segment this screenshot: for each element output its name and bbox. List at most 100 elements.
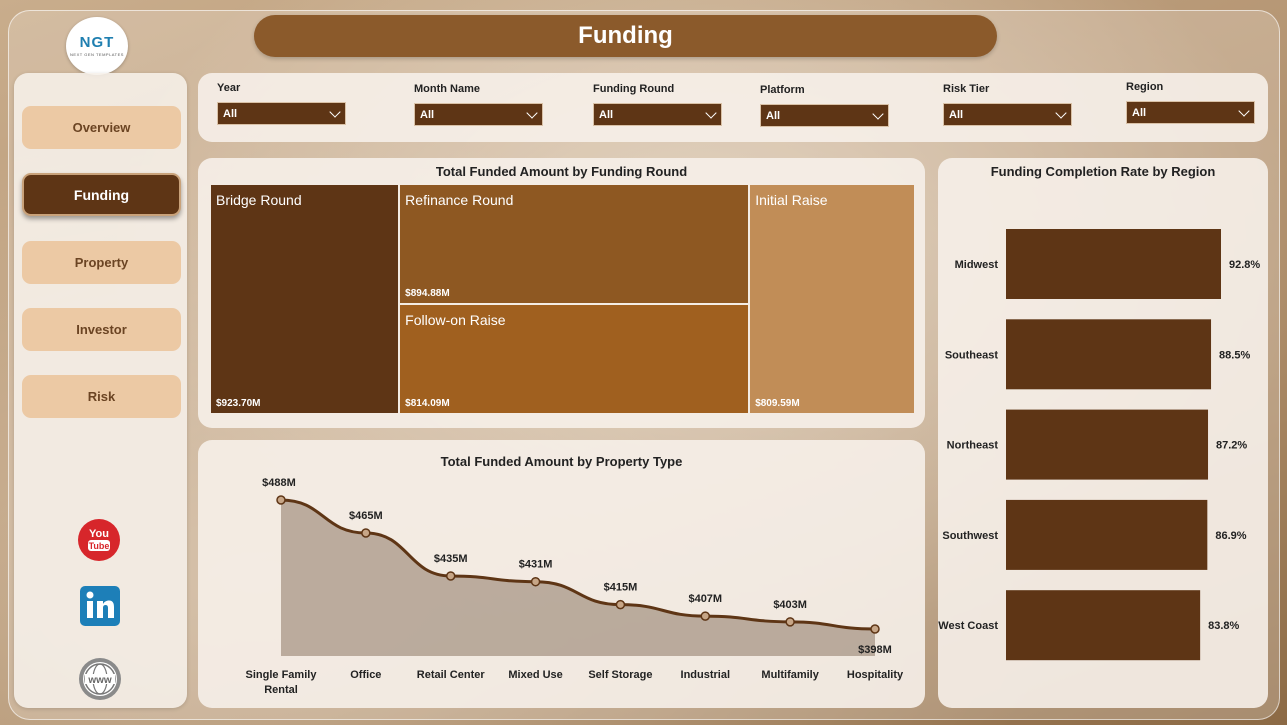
youtube-icon-text-you: You xyxy=(89,528,109,540)
filter-risk-tier-label: Risk Tier xyxy=(943,83,990,95)
chevron-down-icon xyxy=(705,106,717,119)
area-category-label: Multifamily xyxy=(761,669,819,681)
area-value-label: $398M xyxy=(858,644,892,656)
area-value-label: $435M xyxy=(434,553,468,565)
treemap-tile-bridge-round[interactable]: Bridge Round $923.70M xyxy=(211,185,399,413)
youtube-icon[interactable]: You Tube xyxy=(77,518,121,562)
filter-funding-round-value: All xyxy=(599,108,614,121)
area-point[interactable] xyxy=(530,576,541,587)
filter-year: Year All xyxy=(217,82,346,125)
nav-overview-button[interactable]: Overview xyxy=(22,106,181,149)
region-bar-value-label: 92.8% xyxy=(1229,259,1260,271)
youtube-icon-text-tube: Tube xyxy=(89,541,110,551)
region-bar-category-label: Southeast xyxy=(945,349,999,361)
filter-risk-tier: Risk Tier All xyxy=(943,83,1072,126)
filter-platform-label: Platform xyxy=(760,84,805,96)
filter-region-dropdown[interactable]: All xyxy=(1126,101,1255,124)
region-bar-value-label: 83.8% xyxy=(1208,620,1239,632)
area-line xyxy=(280,498,876,631)
filter-platform: Platform All xyxy=(760,84,889,127)
filter-risk-tier-dropdown[interactable]: All xyxy=(943,103,1072,126)
area-value-label: $431M xyxy=(519,559,553,571)
region-bar-category-label: Southwest xyxy=(942,530,998,542)
filter-year-value: All xyxy=(223,107,238,120)
area-point[interactable] xyxy=(615,599,626,610)
globe-icon[interactable]: www xyxy=(78,657,122,701)
chevron-down-icon xyxy=(526,106,538,119)
treemap-tile-initial-raise[interactable]: Initial Raise $809.59M xyxy=(750,185,914,413)
region-bar-chart: Midwest 92.8% Southeast 88.5% Northeast 87.2%… xyxy=(938,229,1260,661)
treemap-tile-value: $814.09M xyxy=(405,397,450,409)
area-point[interactable] xyxy=(785,617,795,627)
area-point[interactable] xyxy=(700,611,711,621)
region-bar-title: Funding Completion Rate by Region xyxy=(990,164,1216,179)
area-category-label: Rental xyxy=(264,684,298,696)
treemap-tile-follow-on-raise[interactable]: Follow-on Raise $814.09M xyxy=(400,305,749,413)
filter-month-name: Month Name All xyxy=(414,83,543,126)
area-fill xyxy=(281,500,875,656)
treemap-tile-value: $809.59M xyxy=(755,398,800,409)
nav-funding-button[interactable]: Funding xyxy=(22,173,181,216)
nav-investor-button[interactable]: Investor xyxy=(22,308,181,351)
treemap-tile-value: $894.88M xyxy=(405,288,450,300)
area-value-label: $407M xyxy=(688,593,722,605)
region-bar[interactable] xyxy=(1006,499,1208,570)
area-category-label: Single Family xyxy=(246,669,318,681)
area-category-label: Office xyxy=(350,669,381,681)
nav-risk-button[interactable]: Risk xyxy=(22,375,181,418)
region-bar[interactable] xyxy=(1006,409,1209,480)
region-bar[interactable] xyxy=(1006,590,1201,661)
region-bar-value-label: 87.2% xyxy=(1216,440,1247,452)
filter-platform-dropdown[interactable]: All xyxy=(760,104,889,127)
chevron-down-icon xyxy=(329,105,341,118)
nav-property-button[interactable]: Property xyxy=(22,241,181,284)
page-title: Funding xyxy=(578,22,673,49)
area-point[interactable] xyxy=(361,528,371,538)
treemap-tile-name: Follow-on Raise xyxy=(405,312,506,329)
region-bar[interactable] xyxy=(1006,229,1221,299)
filter-year-dropdown[interactable]: All xyxy=(217,102,346,125)
filter-funding-round-dropdown[interactable]: All xyxy=(593,103,722,126)
area-category-label: Industrial xyxy=(681,669,731,681)
area-category-label: Retail Center xyxy=(417,669,486,681)
area-category-label: Self Storage xyxy=(588,669,652,681)
area-point[interactable] xyxy=(276,495,286,505)
logo-subtext: NEXT GEN TEMPLATES xyxy=(70,52,124,57)
filter-month-name-value: All xyxy=(420,108,435,121)
area-value-label: $415M xyxy=(604,582,638,594)
treemap-tile-name: Initial Raise xyxy=(755,192,828,208)
region-bar-value-label: 86.9% xyxy=(1215,530,1246,542)
chevron-down-icon xyxy=(1055,106,1067,119)
treemap-title: Total Funded Amount by Funding Round xyxy=(435,164,688,179)
filter-platform-value: All xyxy=(766,109,781,122)
treemap-tile-name: Refinance Round xyxy=(405,192,514,208)
logo-text: NGT xyxy=(79,34,115,51)
sidebar: Overview Funding Property Investor Risk … xyxy=(14,73,187,708)
filter-month-name-label: Month Name xyxy=(414,83,480,95)
region-bar[interactable] xyxy=(1006,319,1212,390)
filter-panel xyxy=(198,73,1268,142)
property-area-title: Total Funded Amount by Property Type xyxy=(440,454,683,469)
area-point[interactable] xyxy=(445,571,456,581)
region-bar-value-label: 88.5% xyxy=(1219,349,1250,361)
region-bar-category-label: Midwest xyxy=(955,259,999,271)
linkedin-icon[interactable] xyxy=(79,585,121,627)
property-area-chart: $488M Single Family Rental $465M Office $435M… xyxy=(246,477,904,696)
area-point[interactable] xyxy=(870,624,880,634)
filter-region: Region All xyxy=(1126,81,1255,124)
filter-funding-round-label: Funding Round xyxy=(593,83,675,95)
filter-region-value: All xyxy=(1132,106,1147,119)
filter-year-label: Year xyxy=(217,82,241,94)
area-value-label: $465M xyxy=(349,510,383,522)
filter-risk-tier-value: All xyxy=(949,108,964,121)
treemap-tile-refinance-round[interactable]: Refinance Round $894.88M xyxy=(400,185,749,304)
chevron-down-icon xyxy=(872,107,884,120)
ngt-logo: NGT NEXT GEN TEMPLATES xyxy=(66,17,128,75)
area-value-label: $488M xyxy=(262,477,296,489)
region-bar-category-label: West Coast xyxy=(938,620,998,632)
region-bar-category-label: Northeast xyxy=(947,440,999,452)
filter-region-label: Region xyxy=(1126,81,1164,93)
chevron-down-icon xyxy=(1238,104,1250,117)
filter-month-name-dropdown[interactable]: All xyxy=(414,103,543,126)
filter-funding-round: Funding Round All xyxy=(593,83,722,126)
